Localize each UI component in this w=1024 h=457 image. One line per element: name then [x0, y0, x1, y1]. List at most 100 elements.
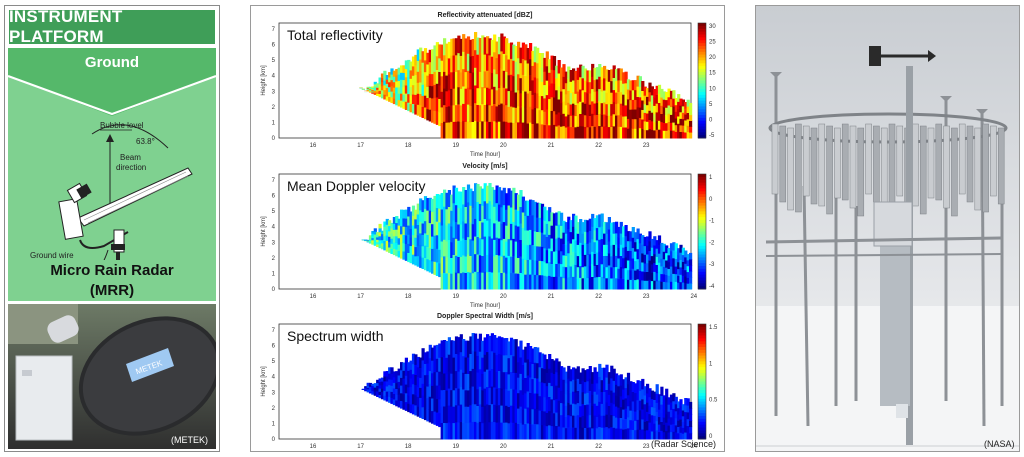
colorbar-tick: 0.5 — [709, 398, 718, 404]
plot-label: Spectrum width — [287, 328, 383, 344]
mrr-photo: METEK (METEK) — [8, 304, 216, 449]
colorbar-tick: 0 — [709, 434, 713, 440]
x-tick: 17 — [357, 294, 364, 300]
shield-slat — [779, 125, 787, 203]
plot-header: Doppler Spectral Width [m/s] — [437, 313, 533, 320]
shield-slat — [990, 125, 997, 197]
panel-header: INSTRUMENT PLATFORM — [8, 7, 216, 46]
colorbar-tick: -3 — [709, 262, 715, 268]
x-tick: 21 — [548, 444, 555, 450]
x-tick: 17 — [357, 143, 364, 149]
instrument-platform-panel: INSTRUMENT PLATFORM Ground Bubble level … — [4, 5, 220, 452]
shield-slat — [982, 123, 989, 213]
shield-slat — [787, 127, 794, 211]
beam-label-2: direction — [116, 163, 146, 172]
angle-label: 63.8° — [136, 137, 155, 146]
y-tick: 0 — [272, 287, 276, 293]
shield-slat — [849, 125, 857, 209]
ground-chevron — [8, 48, 216, 116]
mrr-diagram-area: Ground Bubble level 63.8° Beam direction — [8, 48, 216, 301]
shield-slat — [802, 125, 810, 197]
colorbar-tick: -5 — [709, 133, 715, 139]
precipitation-gauge-photo: (NASA) — [755, 5, 1020, 452]
plot-label: Mean Doppler velocity — [287, 178, 426, 194]
radar-plot-1: Reflectivity attenuated [dBZ] Total refle… — [261, 12, 716, 158]
y-tick: 2 — [272, 406, 276, 412]
radar-plot-3: Doppler Spectral Width [m/s] Spectrum wid… — [261, 313, 718, 457]
wind-shield-slats — [771, 123, 1005, 217]
plot-field — [359, 32, 693, 139]
colorbar-tick: 25 — [709, 40, 716, 46]
radar-science-credit: (Radar Science) — [651, 439, 717, 449]
y-tick: 1 — [272, 271, 276, 277]
shield-slat — [974, 127, 982, 211]
colorbar-tick: -2 — [709, 240, 715, 246]
x-tick: 20 — [500, 294, 507, 300]
y-tick: 6 — [272, 43, 276, 49]
shield-slat — [826, 125, 833, 215]
y-tick: 3 — [272, 89, 276, 95]
x-tick: 19 — [452, 143, 459, 149]
colorbar-tick: 0 — [709, 197, 713, 203]
colorbar-tick: -1 — [709, 219, 715, 225]
y-tick: 7 — [272, 178, 276, 184]
x-axis-label: Time [hour] — [470, 303, 500, 309]
colorbar-tick: -4 — [709, 284, 715, 290]
plot-label: Total reflectivity — [287, 27, 383, 43]
colorbar-tick: 15 — [709, 71, 716, 77]
metek-credit: (METEK) — [171, 435, 208, 445]
x-tick: 18 — [405, 294, 412, 300]
bubble-level-label: Bubble level — [100, 121, 144, 130]
colorbar-tick: 1.5 — [709, 325, 718, 331]
y-tick: 3 — [272, 390, 276, 396]
x-tick: 18 — [405, 444, 412, 450]
shield-slat — [857, 127, 865, 217]
colorbar-tick: 20 — [709, 55, 716, 61]
shield-slat — [834, 127, 841, 199]
colorbar-tick: 0 — [709, 117, 713, 123]
shield-slat — [943, 125, 950, 209]
shield-slat — [841, 123, 849, 201]
x-tick: 23 — [643, 294, 650, 300]
x-tick: 19 — [452, 444, 459, 450]
y-tick: 6 — [272, 344, 276, 350]
shield-slat — [912, 123, 919, 207]
y-tick: 2 — [272, 105, 276, 111]
x-tick: 16 — [310, 143, 317, 149]
x-tick: 23 — [643, 143, 650, 149]
y-tick: 7 — [272, 328, 276, 334]
shield-slat — [865, 123, 872, 195]
shield-slat — [795, 123, 802, 213]
radar-plots: Reflectivity attenuated [dBZ] Total refle… — [261, 12, 718, 457]
y-axis-label: Height [km] — [261, 65, 267, 96]
shield-slat — [919, 125, 927, 215]
y-tick: 5 — [272, 359, 276, 365]
y-tick: 4 — [272, 225, 276, 231]
shield-slat — [818, 123, 826, 207]
y-tick: 0 — [272, 136, 276, 142]
y-tick: 1 — [272, 421, 276, 427]
y-tick: 5 — [272, 209, 276, 215]
x-axis-label: Time [hour] — [470, 152, 500, 158]
ground-wire-label: Ground wire — [30, 251, 74, 260]
shield-slat — [880, 127, 888, 211]
colorbar-tick: 30 — [709, 24, 716, 30]
x-tick: 22 — [595, 444, 602, 450]
y-tick: 7 — [272, 27, 276, 33]
x-tick: 16 — [310, 294, 317, 300]
colorbar-tick: 1 — [709, 361, 713, 367]
x-tick: 21 — [548, 143, 555, 149]
y-tick: 3 — [272, 240, 276, 246]
shield-slat — [966, 125, 974, 203]
nasa-credit: (NASA) — [984, 439, 1015, 449]
x-tick: 16 — [310, 444, 317, 450]
y-tick: 1 — [272, 120, 276, 126]
colorbar-tick: 10 — [709, 86, 716, 92]
x-tick: 20 — [500, 444, 507, 450]
x-tick: 20 — [500, 143, 507, 149]
shield-slat — [997, 127, 1005, 205]
plot-header: Velocity [m/s] — [462, 163, 507, 170]
x-tick: 17 — [357, 444, 364, 450]
y-tick: 2 — [272, 256, 276, 262]
x-tick: 19 — [452, 294, 459, 300]
